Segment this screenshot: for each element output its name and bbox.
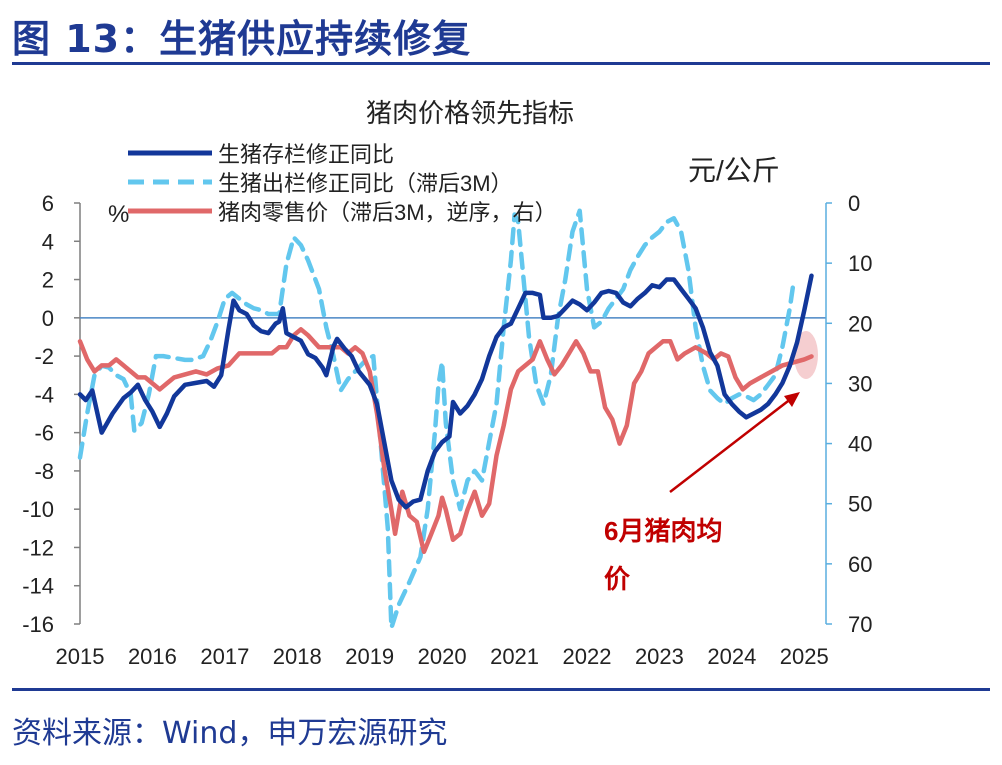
left-tick-label: 0 xyxy=(42,306,54,331)
figure-title: 图 13：生猪供应持续修复 xyxy=(12,17,472,61)
right-tick-label: 50 xyxy=(848,492,872,517)
x-tick-label: 2015 xyxy=(56,644,105,669)
series-line-inventory xyxy=(77,273,814,510)
right-tick-label: 10 xyxy=(848,251,872,276)
left-tick-label: -8 xyxy=(34,459,54,484)
right-tick-label: 40 xyxy=(848,432,872,457)
right-tick-label: 20 xyxy=(848,311,872,336)
footer-rule xyxy=(12,688,990,691)
x-tick-label: 2018 xyxy=(273,644,322,669)
left-tick-label: -2 xyxy=(34,344,54,369)
left-tick-label: -6 xyxy=(34,421,54,446)
x-tick-label: 2016 xyxy=(128,644,177,669)
series-layer xyxy=(77,208,814,631)
legend-label-slaughter: 生猪出栏修正同比（滞后3M） xyxy=(218,171,513,196)
left-tick-label: -10 xyxy=(22,497,54,522)
x-tick-label: 2019 xyxy=(345,644,394,669)
chart-title: 猪肉价格领先指标 xyxy=(366,98,574,128)
source-note: 资料来源：Wind，申万宏源研究 xyxy=(12,716,448,751)
right-tick-label: 70 xyxy=(848,612,872,637)
legend-label-price: 猪肉零售价（滞后3M，逆序，右） xyxy=(218,200,557,225)
right-tick-label: 30 xyxy=(848,371,872,396)
annotation-arrow-head xyxy=(784,392,800,407)
x-tick-label: 2022 xyxy=(563,644,612,669)
x-tick-label: 2021 xyxy=(490,644,539,669)
legend-label-inventory: 生猪存栏修正同比 xyxy=(218,142,394,167)
legend: 生猪存栏修正同比 生猪出栏修正同比（滞后3M） 猪肉零售价（滞后3M，逆序，右） xyxy=(128,142,557,225)
current-price-highlight xyxy=(794,331,818,379)
left-tick-label: -14 xyxy=(22,574,54,599)
left-axis-unit: % xyxy=(108,201,129,228)
left-tick-label: 4 xyxy=(42,229,54,254)
left-tick-label: -16 xyxy=(22,612,54,637)
x-tick-label: 2024 xyxy=(707,644,756,669)
left-tick-label: -4 xyxy=(34,382,54,407)
annotation-line-1: 6月猪肉均 xyxy=(604,516,722,546)
right-tick-label: 60 xyxy=(848,552,872,577)
x-tick-label: 2025 xyxy=(780,644,829,669)
x-tick-label: 2020 xyxy=(418,644,467,669)
left-tick-label: 2 xyxy=(42,268,54,293)
series-line-price xyxy=(77,327,814,555)
right-axis-unit: 元/公斤 xyxy=(688,155,780,186)
series-line-slaughter xyxy=(77,208,796,631)
x-axis: 2015 2016 2017 2018 2019 2020 2021 2022 2023 2024… xyxy=(56,644,829,669)
right-axis: 0 10 20 30 40 50 60 70 xyxy=(825,191,872,637)
right-tick-label: 0 xyxy=(848,191,860,216)
annotation-arrow-line xyxy=(669,397,793,493)
left-axis: 6 4 2 0 -2 -4 -6 -8 -10 -12 -14 -16 xyxy=(22,191,826,637)
x-tick-label: 2017 xyxy=(200,644,249,669)
title-rule xyxy=(12,62,990,65)
x-tick-label: 2023 xyxy=(635,644,684,669)
left-tick-label: -12 xyxy=(22,535,54,560)
left-tick-label: 6 xyxy=(42,191,54,216)
annotation-line-2: 价 xyxy=(604,564,631,594)
